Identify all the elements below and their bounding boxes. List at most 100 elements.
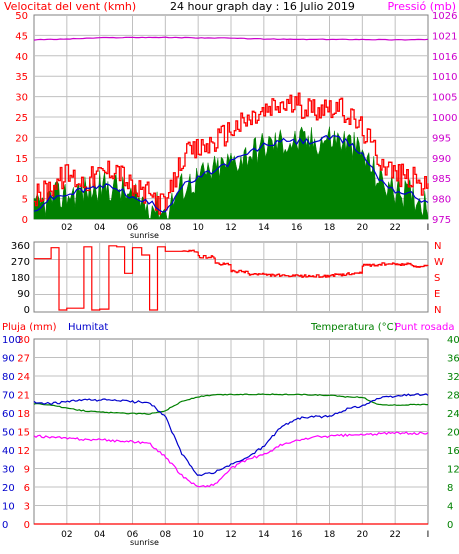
y-tick-label: 36 [447, 354, 459, 365]
temperature-axis: 0 4 8 12 16 20 24 28 32 36 40 [447, 335, 459, 531]
y-tick-label: N [434, 241, 441, 252]
x-tick-label: I [427, 530, 430, 540]
y-tick-label: 90 [2, 354, 15, 365]
dewpoint-line [33, 431, 429, 488]
wind-direction-line [34, 245, 429, 311]
y-tick-label: 270 [11, 257, 30, 268]
y-tick-label: 990 [432, 154, 451, 165]
y-tick-label: 30 [15, 93, 28, 104]
x-tick-label: 22 [389, 530, 400, 540]
y-tick-label: 20 [15, 133, 28, 144]
y-tick-label: 985 [432, 174, 451, 185]
temp-humidity-series [33, 393, 429, 525]
dewpoint-title: Punt rosada [395, 322, 454, 333]
wind-average-line [33, 134, 429, 213]
humidity-line [33, 393, 429, 477]
y-tick-label: 28 [447, 391, 459, 402]
y-tick-label: 975 [432, 215, 451, 226]
y-tick-label: 1021 [432, 31, 457, 42]
y-tick-label: 8 [447, 483, 453, 494]
bottom-x-axis: 02 04 06 08 10 12 14 16 18 20 22 I [61, 530, 429, 540]
y-tick-label: 35 [15, 72, 28, 83]
y-tick-label: 40 [447, 335, 459, 346]
x-tick-label: 02 [61, 530, 72, 540]
temperature-title: Temperatura (°C) [310, 322, 398, 333]
y-tick-label: S [434, 273, 440, 284]
wind-pressure-panel: 0 5 10 15 20 25 30 35 40 45 50 975 980 985 990 995 1000… [15, 11, 457, 240]
y-tick-label: 30 [17, 335, 30, 346]
humidity-title: Humitat [68, 322, 108, 333]
wind-speed-title: Velocitat del vent (kmh) [4, 0, 136, 13]
y-tick-label: 30 [2, 465, 15, 476]
y-tick-label: 1010 [432, 72, 457, 83]
sunrise-label-bottom: sunrise [130, 538, 159, 547]
wind-speed-axis: 0 5 10 15 20 25 30 35 40 45 50 [15, 11, 28, 226]
y-tick-label: 50 [2, 428, 15, 439]
y-tick-label: 3 [24, 502, 30, 513]
y-tick-label: 1005 [432, 93, 457, 104]
y-tick-label: 0 [2, 520, 8, 531]
sunrise-label-top: sunrise [130, 231, 159, 240]
humidity-axis: 0 10 20 30 40 50 60 70 80 90 100 [2, 335, 21, 531]
x-tick-label: 18 [324, 223, 336, 233]
y-tick-label: 9 [24, 465, 30, 476]
x-tick-label: 02 [61, 223, 72, 233]
x-tick-label: 04 [94, 223, 106, 233]
y-tick-label: 6 [24, 483, 30, 494]
y-tick-label: 80 [2, 372, 15, 383]
y-tick-label: 12 [447, 465, 459, 476]
x-tick-label: 06 [127, 223, 139, 233]
x-tick-label: 20 [357, 530, 369, 540]
x-tick-label: 16 [291, 223, 303, 233]
y-tick-label: 360 [11, 241, 30, 252]
y-tick-label: 70 [2, 391, 15, 402]
y-tick-label: 1016 [432, 52, 457, 63]
mid-panel-grid [34, 242, 428, 312]
x-tick-label: 16 [291, 530, 303, 540]
y-tick-label: 1026 [432, 11, 457, 22]
y-tick-label: 90 [17, 289, 30, 300]
wind-series [33, 36, 429, 220]
y-tick-label: 27 [17, 354, 30, 365]
y-tick-label: 4 [447, 502, 453, 513]
y-tick-label: 18 [17, 409, 30, 420]
rain-axis: 0 3 6 9 12 15 18 21 24 27 30 [17, 335, 30, 531]
y-tick-label: 995 [432, 133, 451, 144]
y-tick-label: 10 [2, 502, 15, 513]
x-tick-label: 14 [258, 223, 270, 233]
x-tick-label: 10 [192, 223, 204, 233]
y-tick-label: 0 [24, 305, 30, 316]
y-tick-label: 21 [17, 391, 30, 402]
y-tick-label: N [434, 305, 441, 316]
x-tick-label: 12 [225, 530, 236, 540]
pressure-axis: 975 980 985 990 995 1000 1005 1010 1016 1021 1026 [432, 11, 457, 226]
y-tick-label: 20 [2, 483, 15, 494]
x-tick-label: I [427, 223, 430, 233]
y-tick-label: 60 [2, 409, 15, 420]
x-tick-label: 14 [258, 530, 270, 540]
y-tick-label: 10 [15, 174, 28, 185]
y-tick-label: 40 [2, 446, 15, 457]
y-tick-label: 12 [17, 446, 30, 457]
x-tick-label: 08 [160, 223, 172, 233]
y-tick-label: 5 [22, 195, 28, 206]
top-x-axis: 02 04 06 08 10 12 14 16 18 20 22 I [61, 223, 429, 233]
y-tick-label: 0 [447, 520, 453, 531]
chart-title: 24 hour graph day : 16 Julio 2019 [170, 0, 355, 13]
y-tick-label: 25 [15, 113, 28, 124]
y-tick-label: 0 [22, 215, 28, 226]
y-tick-label: 15 [15, 154, 28, 165]
y-tick-label: 980 [432, 195, 451, 206]
rain-title: Pluja (mm) [2, 322, 57, 333]
y-tick-label: 20 [447, 428, 459, 439]
x-tick-label: 10 [192, 530, 204, 540]
x-tick-label: 04 [94, 530, 106, 540]
y-tick-label: 0 [24, 520, 30, 531]
y-tick-label: E [434, 289, 440, 300]
y-tick-label: 50 [15, 11, 28, 22]
x-tick-label: 08 [160, 530, 172, 540]
